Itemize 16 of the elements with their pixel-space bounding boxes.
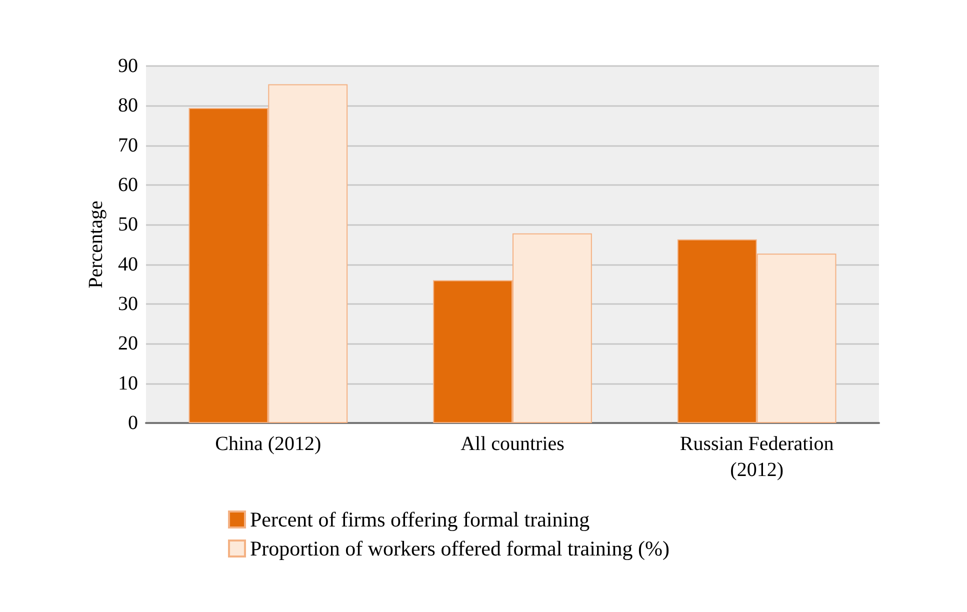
y-tick-label: 40 bbox=[118, 253, 138, 276]
legend-label: Percent of firms offering formal training bbox=[250, 508, 590, 532]
y-tick-label: 70 bbox=[118, 134, 138, 156]
x-tick-label: All countries bbox=[460, 433, 565, 455]
y-tick-label: 80 bbox=[118, 94, 138, 117]
x-tick-label: Russian Federation (2012) bbox=[680, 433, 834, 481]
y-tick-label: 50 bbox=[118, 214, 138, 236]
y-tick-label: 30 bbox=[118, 293, 138, 315]
y-axis-title: Percentage bbox=[85, 200, 107, 288]
x-tick-label: China (2012) bbox=[215, 433, 322, 455]
y-tick-label: 60 bbox=[118, 174, 138, 196]
y-tick-label: 90 bbox=[118, 55, 138, 77]
y-tick-label: 10 bbox=[118, 372, 138, 394]
legend-label: Proportion of workers offered formal training (%) bbox=[250, 536, 670, 560]
y-tick-label: 0 bbox=[128, 412, 138, 434]
y-tick-label: 20 bbox=[118, 332, 138, 355]
